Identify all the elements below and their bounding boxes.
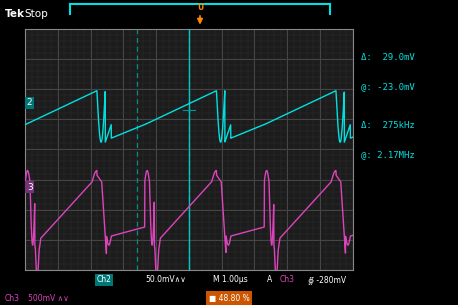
Text: M 1.00μs: M 1.00μs	[213, 275, 248, 285]
Text: ■ 48.80 %: ■ 48.80 %	[209, 294, 249, 303]
Text: 3: 3	[27, 183, 33, 192]
Text: Δ:  29.0mV: Δ: 29.0mV	[361, 53, 415, 63]
Text: @: 2.17MHz: @: 2.17MHz	[361, 150, 415, 159]
Text: 500mV ∧∨: 500mV ∧∨	[28, 294, 69, 303]
Text: U: U	[197, 2, 203, 12]
Text: Stop: Stop	[24, 9, 48, 20]
Text: ∯ -280mV: ∯ -280mV	[308, 275, 346, 285]
Text: 2: 2	[27, 98, 33, 107]
Text: 50.0mV∧∨: 50.0mV∧∨	[145, 275, 186, 285]
Text: Ch3: Ch3	[280, 275, 295, 285]
Text: Ch2: Ch2	[97, 275, 111, 285]
Text: Δ:  275kHz: Δ: 275kHz	[361, 121, 415, 130]
Text: Tek: Tek	[5, 9, 25, 20]
Text: Ch3: Ch3	[5, 294, 20, 303]
Text: A: A	[267, 275, 272, 285]
Text: @: -23.0mV: @: -23.0mV	[361, 82, 415, 91]
